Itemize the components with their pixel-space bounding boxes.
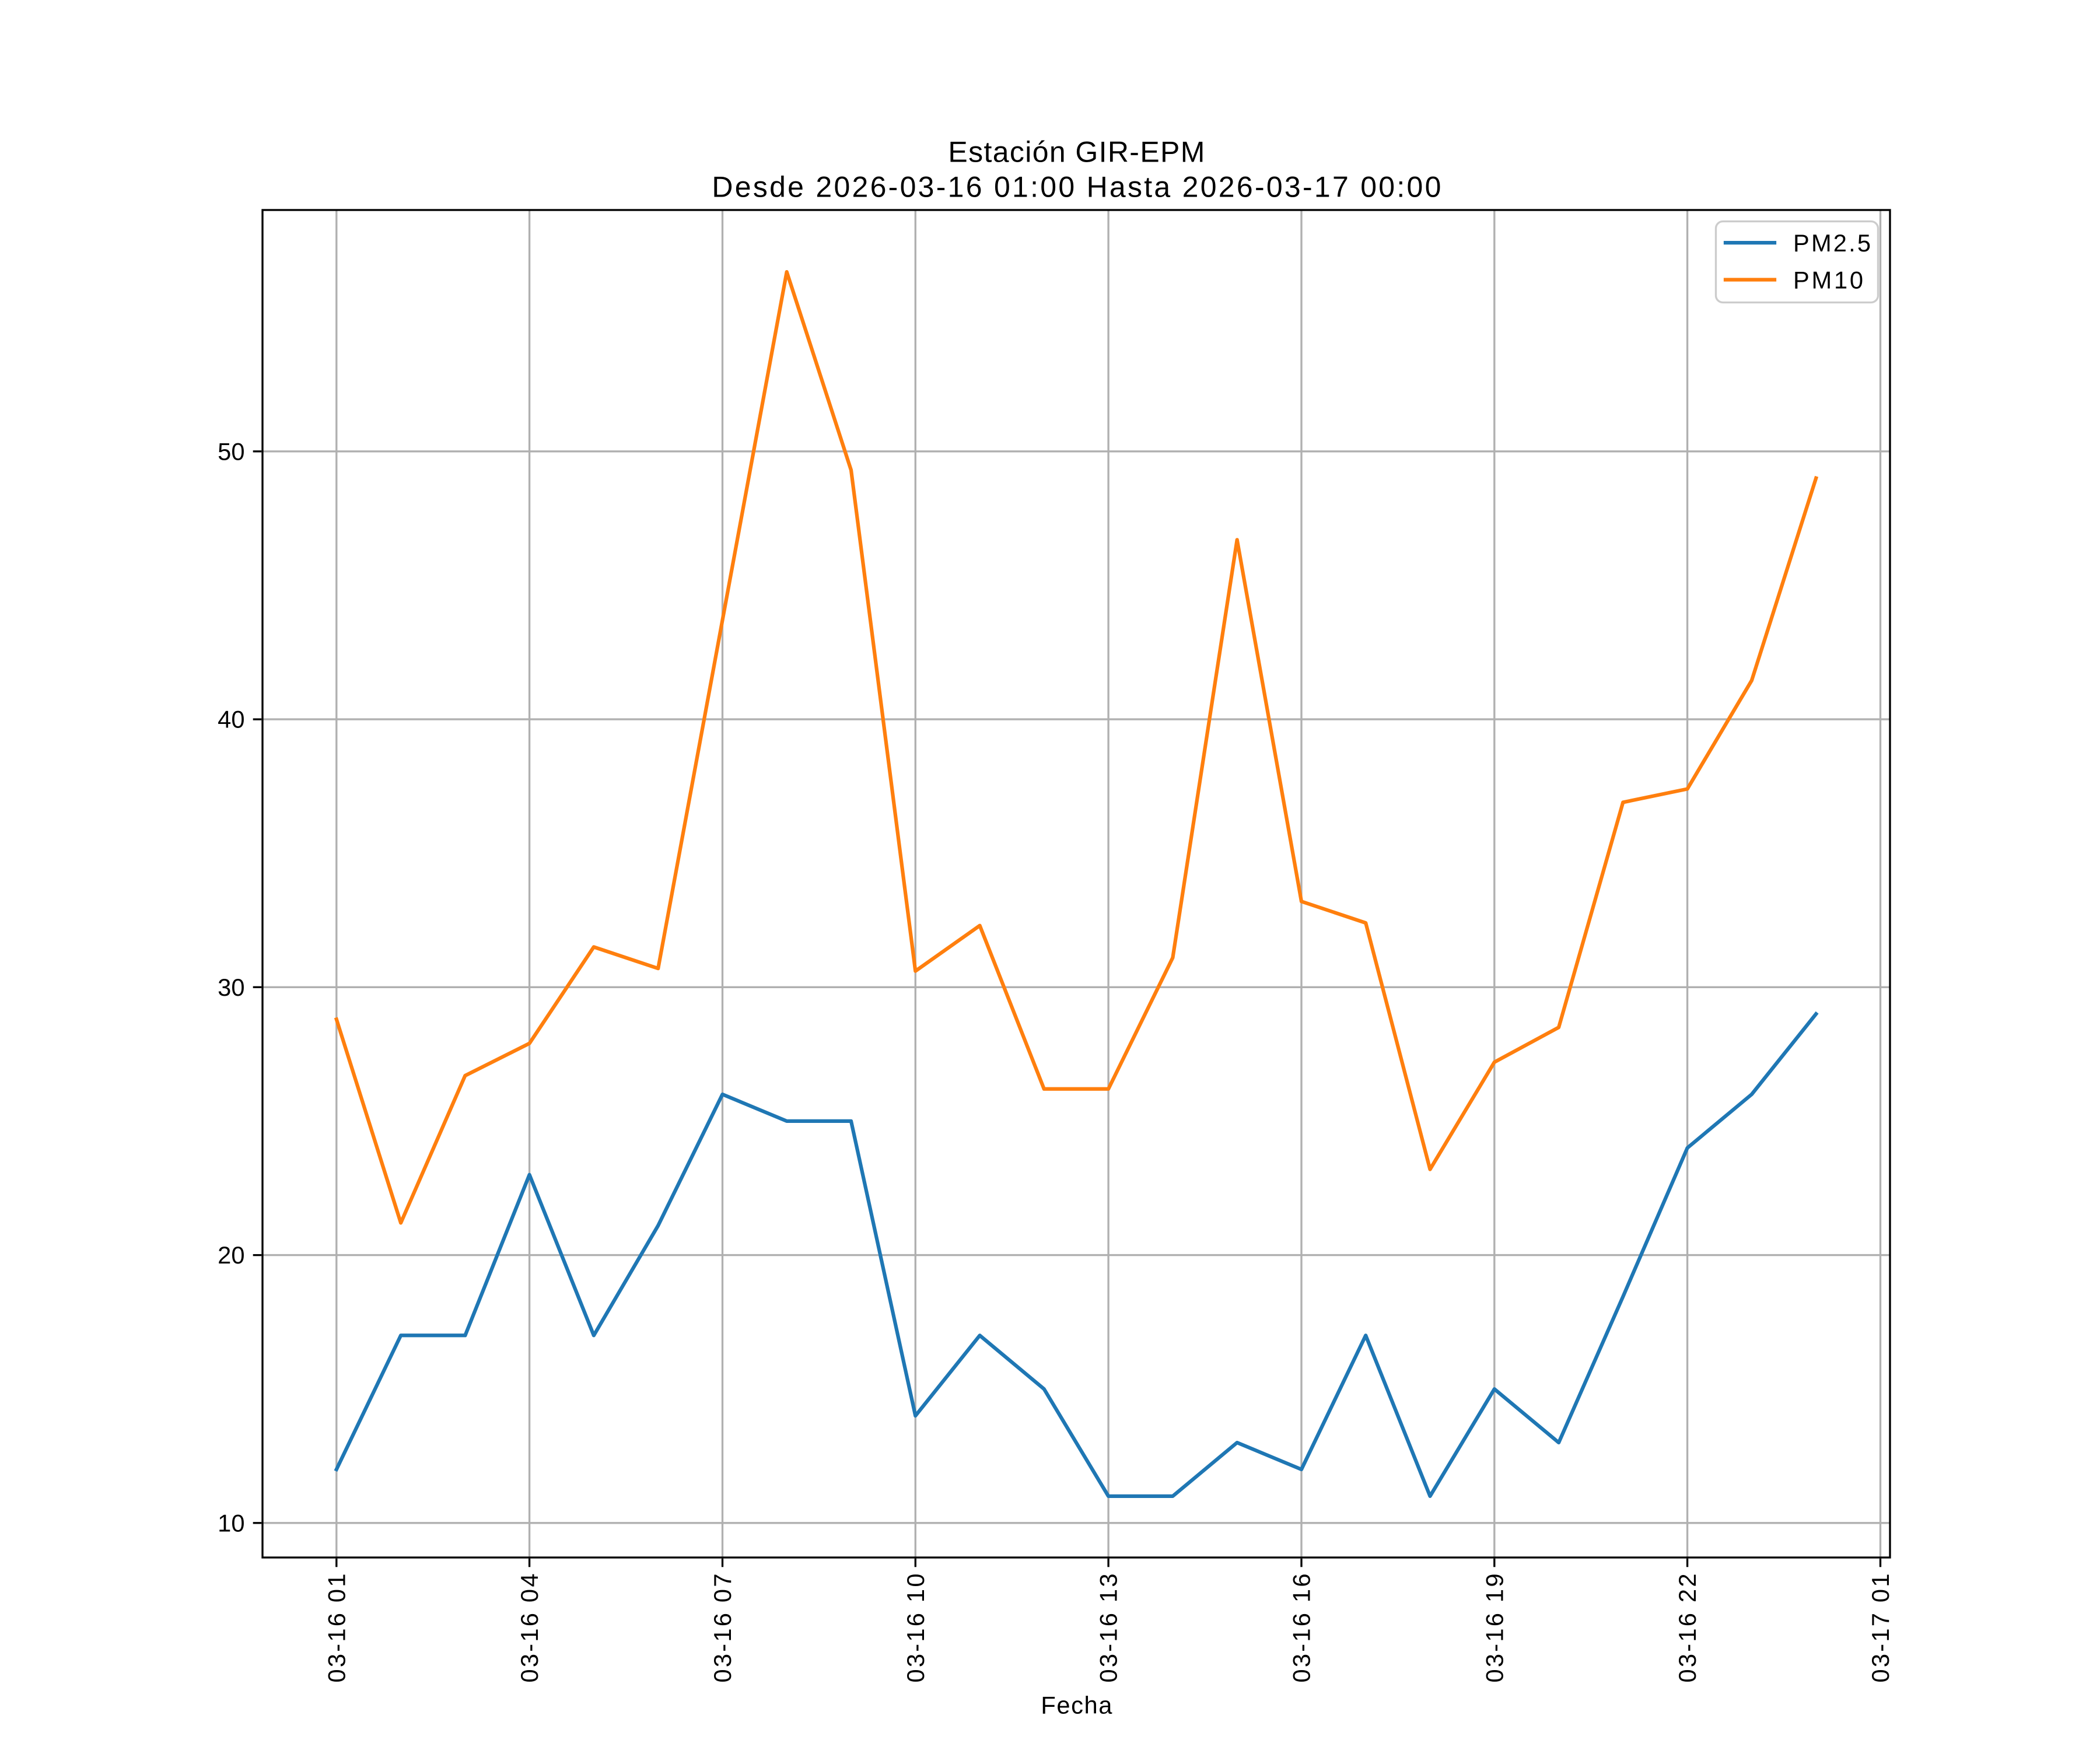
svg-text:20: 20 <box>218 1241 244 1269</box>
svg-text:50: 50 <box>218 438 244 465</box>
svg-text:Desde 2026-03-16 01:00 Hasta 2: Desde 2026-03-16 01:00 Hasta 2026-03-17 … <box>712 171 1441 204</box>
svg-text:PM10: PM10 <box>1793 267 1863 294</box>
svg-text:30: 30 <box>218 974 244 1001</box>
svg-text:Fecha: Fecha <box>1041 1691 1112 1718</box>
svg-text:40: 40 <box>218 706 244 733</box>
svg-text:10: 10 <box>218 1509 244 1536</box>
svg-text:Estación GIR-EPM: Estación GIR-EPM <box>948 136 1205 169</box>
